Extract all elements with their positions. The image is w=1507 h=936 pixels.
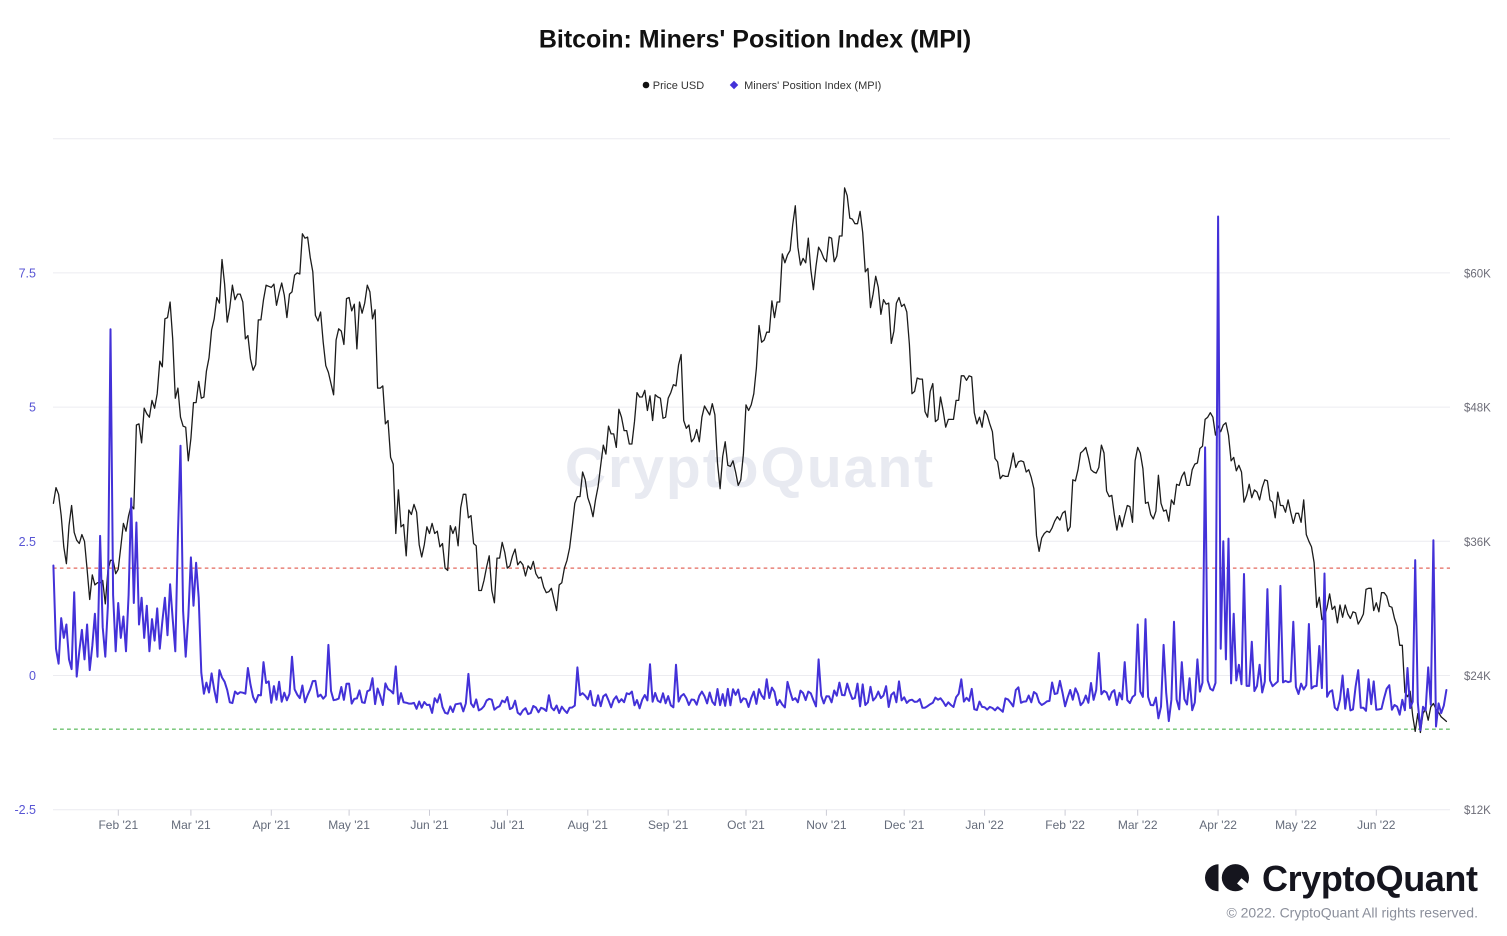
svg-text:Jun '22: Jun '22 [1357,818,1396,832]
svg-text:Jul '21: Jul '21 [490,818,525,832]
svg-text:Jan '22: Jan '22 [965,818,1004,832]
svg-text:Dec '21: Dec '21 [884,818,925,832]
svg-text:Price USD: Price USD [653,80,704,92]
svg-text:Sep '21: Sep '21 [648,818,689,832]
svg-text:© 2022. CryptoQuant All rights: © 2022. CryptoQuant All rights reserved. [1226,905,1478,921]
svg-text:5: 5 [29,401,36,415]
svg-text:Jun '21: Jun '21 [410,818,449,832]
svg-text:Bitcoin: Miners' Position Inde: Bitcoin: Miners' Position Index (MPI) [539,26,971,54]
svg-text:Nov '21: Nov '21 [806,818,847,832]
svg-text:$12K: $12K [1464,805,1491,817]
svg-text:$24K: $24K [1464,671,1491,683]
svg-text:Apr '22: Apr '22 [1199,818,1237,832]
svg-text:Feb '22: Feb '22 [1045,818,1085,832]
svg-text:Feb '21: Feb '21 [98,818,138,832]
svg-text:Mar '21: Mar '21 [171,818,211,832]
svg-text:CryptoQuant: CryptoQuant [565,436,935,500]
svg-text:CryptoQuant: CryptoQuant [1262,858,1478,899]
svg-text:Miners' Position Index (MPI): Miners' Position Index (MPI) [744,80,881,92]
svg-text:$36K: $36K [1464,537,1491,549]
svg-text:2.5: 2.5 [19,535,36,549]
svg-text:$60K: $60K [1464,268,1491,280]
svg-text:Mar '22: Mar '22 [1118,818,1158,832]
svg-text:Oct '21: Oct '21 [727,818,765,832]
svg-text:Apr '21: Apr '21 [252,818,290,832]
svg-text:0: 0 [29,669,36,683]
svg-text:-2.5: -2.5 [14,803,36,817]
svg-text:May '21: May '21 [328,818,370,832]
svg-text:Aug '21: Aug '21 [568,818,609,832]
svg-text:May '22: May '22 [1275,818,1317,832]
svg-text:$48K: $48K [1464,403,1491,415]
svg-text:7.5: 7.5 [19,266,36,280]
